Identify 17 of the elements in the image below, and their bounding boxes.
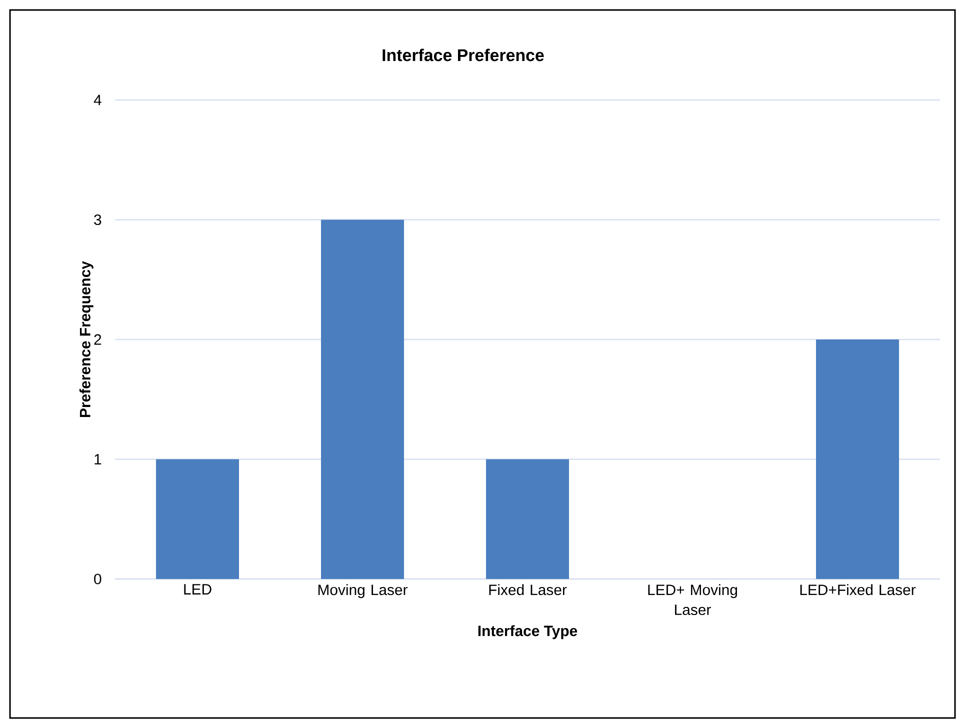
y-tick-label: 1 [94, 454, 102, 464]
bar [321, 220, 404, 579]
y-tick-label: 0 [94, 574, 102, 584]
y-tick-label: 3 [94, 214, 102, 226]
y-axis-title: Preference Frequency [79, 261, 94, 417]
x-tick-label: LED [184, 584, 212, 594]
y-tick-label: 2 [94, 334, 102, 345]
x-tick-label: Moving Laser [318, 584, 408, 598]
y-tick-label: 4 [94, 94, 102, 106]
bar [816, 339, 900, 579]
x-axis-title: Interface Type [478, 625, 578, 640]
bar [156, 459, 240, 579]
bar [486, 459, 570, 579]
x-tick-label: Fixed Laser [489, 584, 567, 596]
x-tick-label: LED+Fixed Laser [800, 584, 916, 596]
x-tick-label: LED+ Moving Laser [648, 584, 737, 616]
chart-title: Interface Preference [382, 48, 544, 62]
